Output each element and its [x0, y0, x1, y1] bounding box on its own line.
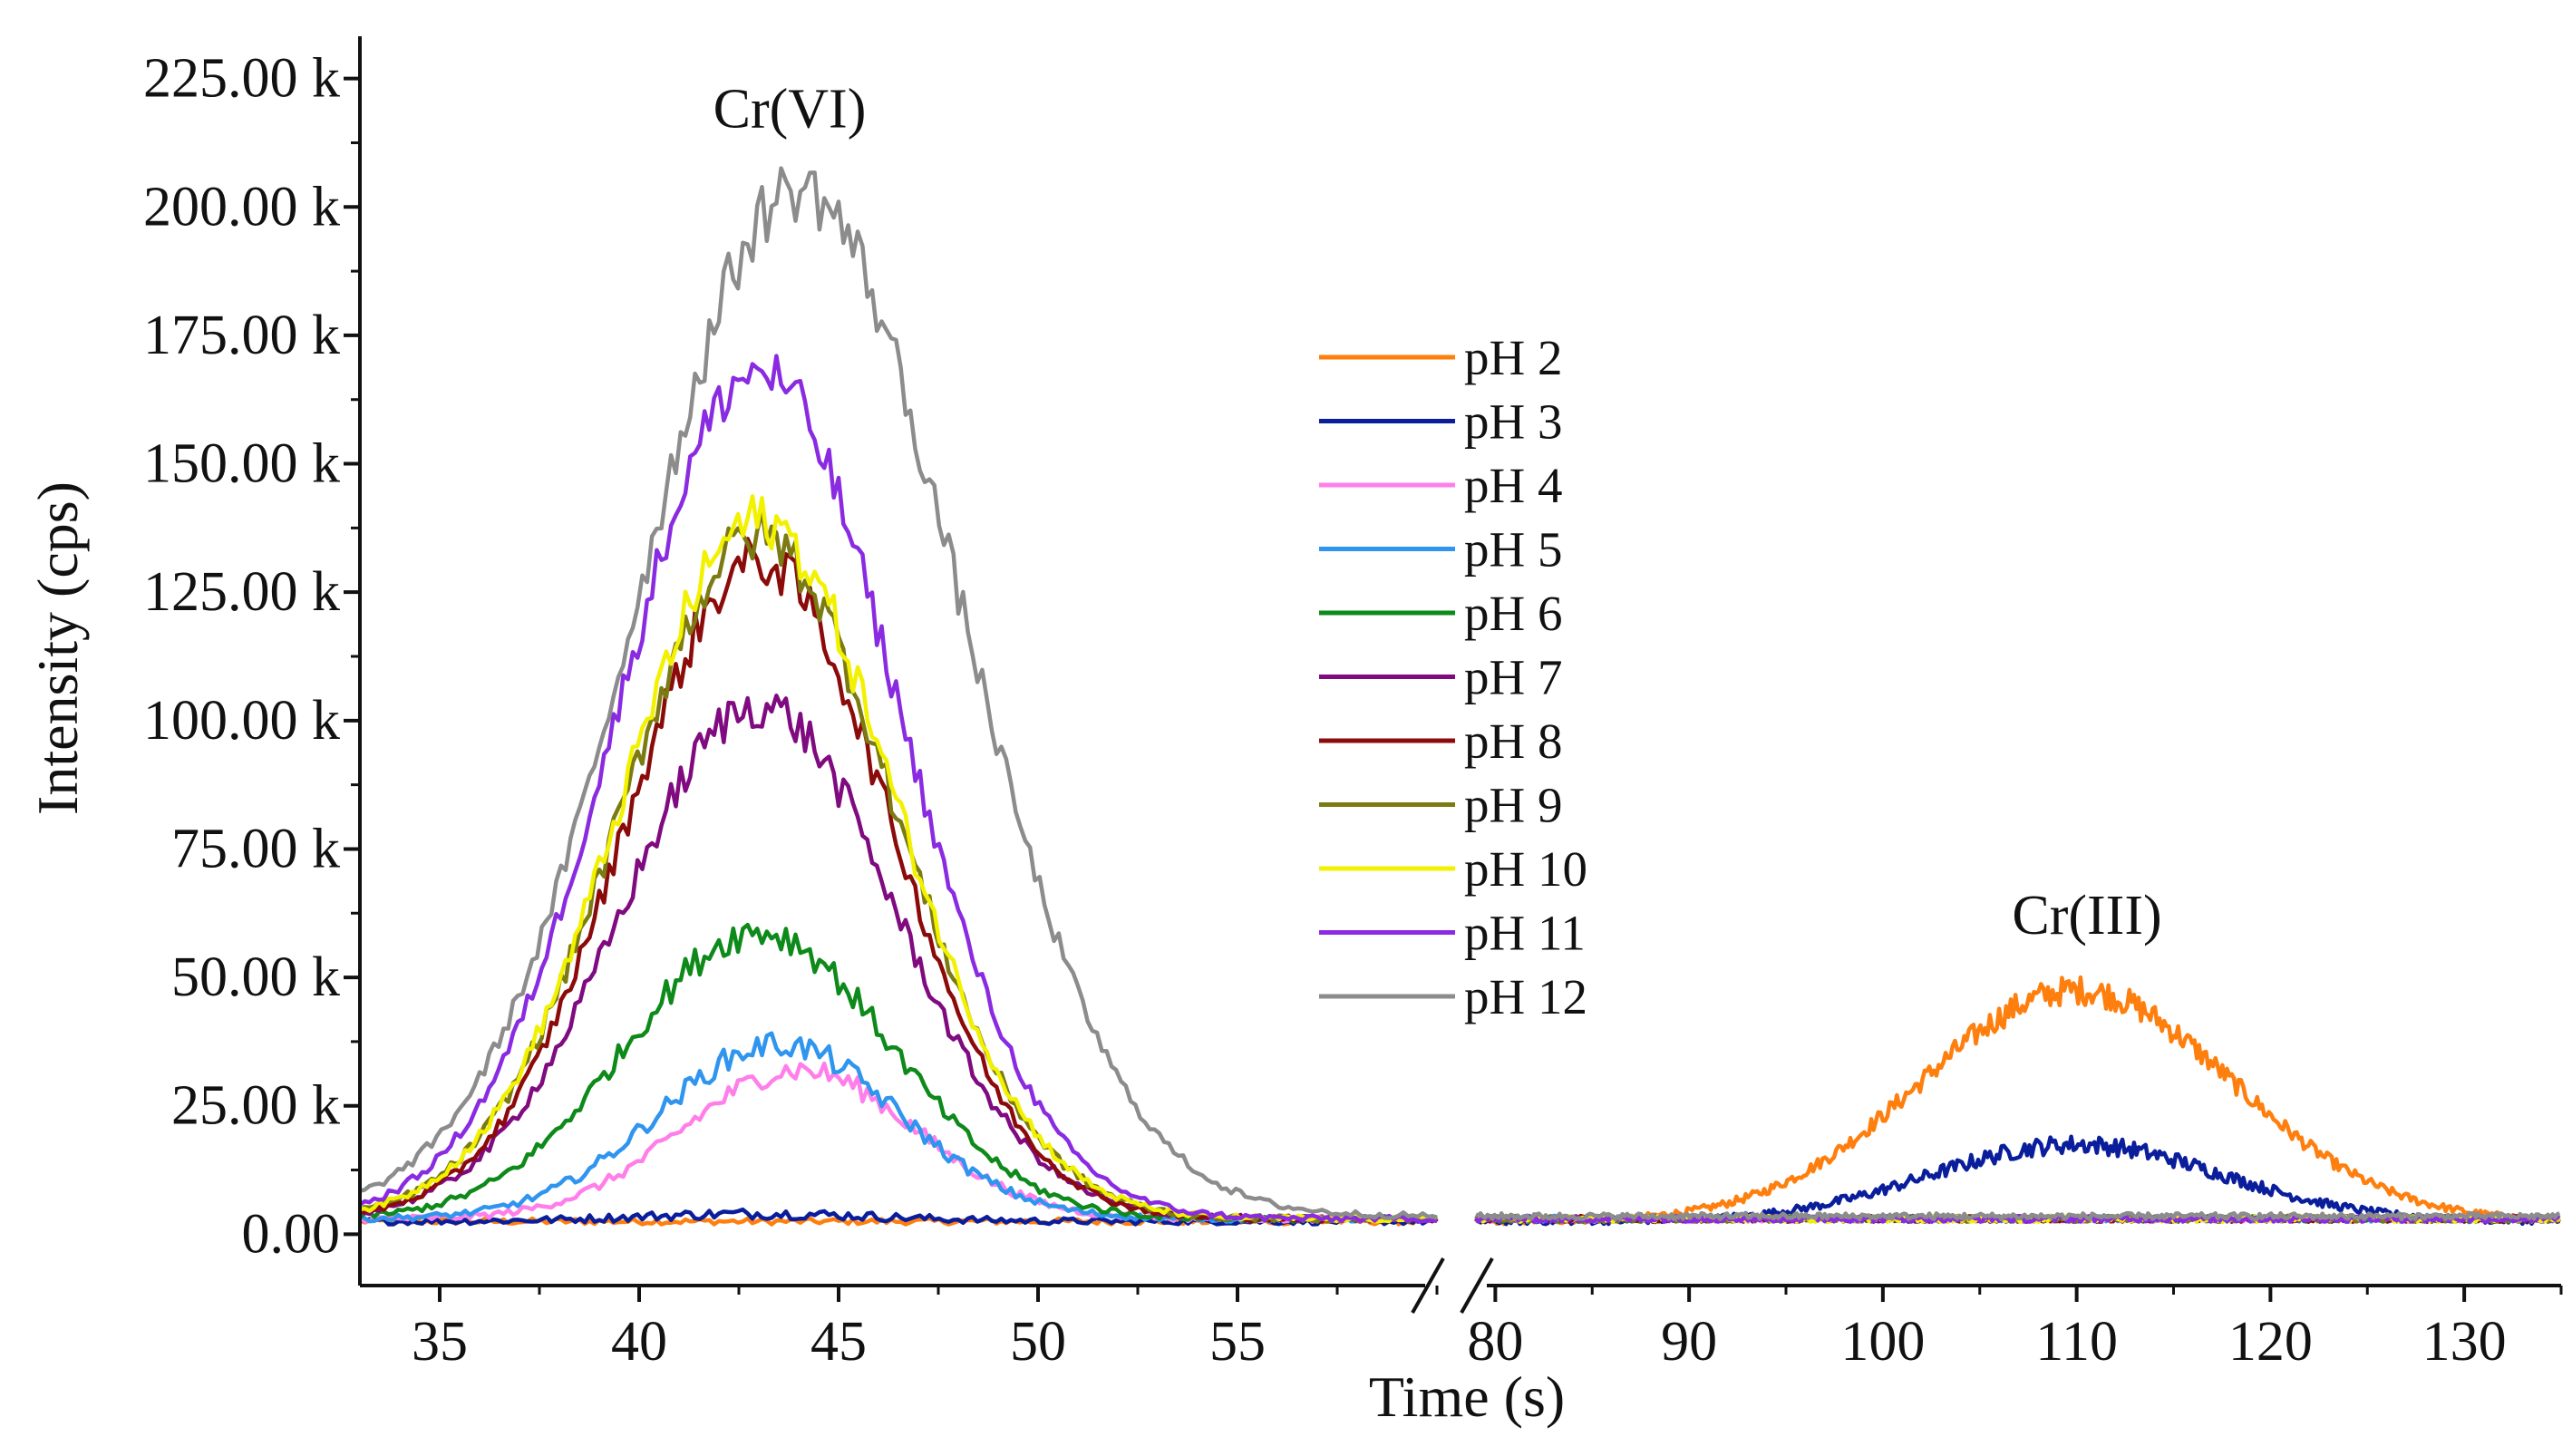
x-tick-label: 55 — [1209, 1311, 1266, 1373]
y-axis-title: Intensity (cps) — [25, 481, 90, 815]
legend-label: pH 2 — [1464, 330, 1562, 385]
x-tick-label: 50 — [1010, 1311, 1066, 1373]
series-line-ph-3-seg2 — [1475, 1134, 2560, 1227]
legend-label: pH 3 — [1464, 394, 1562, 450]
x-tick-label: 80 — [1467, 1311, 1523, 1373]
legend-label: pH 11 — [1464, 906, 1586, 961]
legend: pH 2 pH 3 pH 4 pH 5 pH 6 pH 7 pH 8 pH 9 pH 10 pH … — [1319, 330, 1587, 1024]
x-tick-label: 40 — [611, 1311, 667, 1373]
y-tick-label: 25.00 k — [171, 1075, 340, 1137]
series-lines — [358, 166, 2562, 1227]
x-tick-label: 45 — [810, 1311, 867, 1373]
series-line-ph-5-seg1 — [358, 1031, 1438, 1224]
x-tick-label: 35 — [412, 1311, 468, 1373]
legend-label: pH 6 — [1464, 586, 1562, 641]
legend-label: pH 12 — [1464, 969, 1587, 1024]
series-line-ph-7-seg1 — [359, 694, 1439, 1224]
series-line-ph-2-seg2 — [1474, 975, 2560, 1227]
x-tick-label: 90 — [1661, 1311, 1717, 1373]
y-tick-label: 75.00 k — [171, 818, 340, 879]
x-axis-title: Time (s) — [1369, 1364, 1565, 1429]
series-line-ph-9-seg1 — [358, 509, 1439, 1224]
axis-break-mark — [1460, 1257, 1494, 1314]
legend-label: pH 8 — [1464, 713, 1562, 769]
axis-break-mark — [1411, 1257, 1445, 1314]
y-tick-label: 200.00 k — [143, 176, 340, 238]
x-tick-label: 120 — [2228, 1311, 2313, 1373]
series-line-ph-12-seg2 — [1475, 1210, 2561, 1222]
legend-label: pH 7 — [1464, 650, 1562, 705]
x-tick-label: 110 — [2035, 1311, 2118, 1373]
peak-annotations: Cr(VI) Cr(III) — [713, 79, 2162, 946]
y-tick-label: 175.00 k — [143, 305, 340, 366]
y-tick-label: 100.00 k — [143, 690, 340, 752]
y-tick-label: 225.00 k — [143, 48, 340, 110]
peak-annotation: Cr(VI) — [713, 79, 867, 141]
peak-annotation: Cr(III) — [2012, 885, 2161, 946]
legend-label: pH 4 — [1464, 458, 1562, 513]
axes: 0.00 25.00 k 50.00 k 75.00 k 100.00 k 125.00 … — [143, 36, 2563, 1373]
y-tick-label: 150.00 k — [143, 433, 340, 495]
legend-label: pH 5 — [1464, 522, 1562, 578]
x-tick-label: 130 — [2422, 1311, 2507, 1373]
y-tick-label: 125.00 k — [143, 561, 340, 623]
y-tick-label: 0.00 — [242, 1203, 341, 1265]
legend-label: pH 9 — [1464, 778, 1562, 833]
x-tick-label: 100 — [1840, 1311, 1925, 1373]
legend-label: pH 10 — [1464, 841, 1587, 897]
series-line-ph-11-seg1 — [358, 354, 1438, 1224]
y-tick-label: 50.00 k — [171, 946, 340, 1008]
series-line-ph-12-seg1 — [359, 166, 1438, 1220]
